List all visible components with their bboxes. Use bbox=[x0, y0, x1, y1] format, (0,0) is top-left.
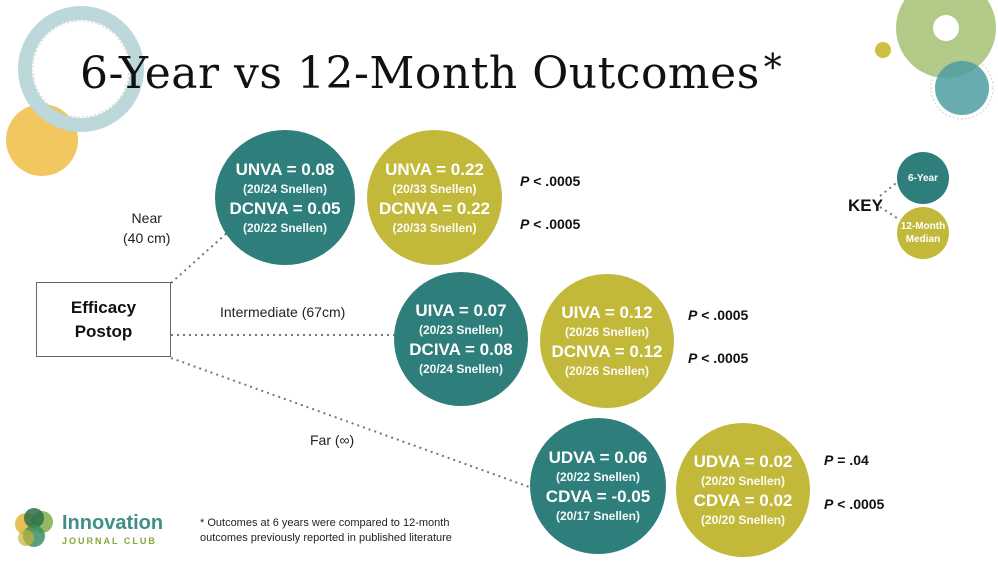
key-12month-text1: 12-Month bbox=[900, 221, 946, 232]
far-12m-snellen2: (20/20 Snellen) bbox=[700, 513, 786, 527]
deco-blue-ring bbox=[18, 6, 144, 132]
deco-teal-circle bbox=[935, 61, 989, 115]
int-6y-metric1: UIVA = 0.07 bbox=[415, 301, 507, 320]
far-6y-snellen2: (20/17 Snellen) bbox=[555, 509, 641, 523]
near-6y-metric1: UNVA = 0.08 bbox=[235, 159, 335, 179]
far-12m-metric2: CDVA = 0.02 bbox=[693, 491, 793, 510]
int-12m-metric1: UIVA = 0.12 bbox=[561, 303, 653, 322]
near-6y-snellen1: (20/24 Snellen) bbox=[242, 181, 328, 196]
p-rest: < .0005 bbox=[697, 307, 749, 323]
p-symbol: P bbox=[520, 173, 530, 189]
leaf-cluster-icon bbox=[15, 508, 53, 547]
root-line2: Postop bbox=[74, 321, 133, 341]
far-12m-snellen1: (20/20 Snellen) bbox=[700, 474, 786, 488]
innovation-journal-club-logo: Innovation JOURNAL CLUB bbox=[12, 506, 163, 552]
logo-subtitle: JOURNAL CLUB bbox=[62, 535, 157, 546]
int-6y-snellen2: (20/24 Snellen) bbox=[418, 362, 504, 376]
near-12month-circle: UNVA = 0.22 (20/33 Snellen) DCNVA = 0.22… bbox=[367, 130, 502, 265]
near-label-line2: (40 cm) bbox=[123, 230, 171, 246]
far-12month-circle: UDVA = 0.02 (20/20 Snellen) CDVA = 0.02 … bbox=[676, 423, 810, 557]
near-label-line1: Near bbox=[131, 210, 162, 226]
far-pvalue-1: P = .04 bbox=[824, 452, 869, 468]
far-label: Far (∞) bbox=[310, 432, 355, 448]
deco-dashed-ring bbox=[32, 20, 130, 118]
root-line1: Efficacy bbox=[70, 297, 137, 317]
p-rest: = .04 bbox=[833, 452, 869, 468]
title-asterisk: * bbox=[763, 48, 783, 89]
far-6y-metric1: UDVA = 0.06 bbox=[548, 448, 648, 467]
p-symbol: P bbox=[688, 307, 698, 323]
deco-white-dot bbox=[933, 15, 959, 41]
footnote-line1: * Outcomes at 6 years were compared to 1… bbox=[200, 517, 450, 529]
page-title: 6-Year vs 12-Month Outcomes * bbox=[80, 48, 782, 99]
int-12m-snellen2: (20/26 Snellen) bbox=[564, 364, 650, 378]
far-6year-circle: UDVA = 0.06 (20/22 Snellen) CDVA = -0.05… bbox=[530, 418, 666, 554]
near-12m-snellen2: (20/33 Snellen) bbox=[392, 220, 477, 235]
far-12m-metric1: UDVA = 0.02 bbox=[693, 452, 793, 471]
p-symbol: P bbox=[688, 350, 698, 366]
near-12m-metric2: DCNVA = 0.22 bbox=[378, 198, 490, 218]
key-6year-circle: 6-Year bbox=[897, 152, 949, 204]
branch-label-near: Near (40 cm) bbox=[123, 208, 170, 248]
footnote-line2: outcomes previously reported in publishe… bbox=[200, 532, 452, 544]
footnote: * Outcomes at 6 years were compared to 1… bbox=[200, 516, 500, 546]
p-rest: < .0005 bbox=[833, 496, 885, 512]
near-pvalue-2: P < .0005 bbox=[520, 216, 580, 232]
far-6y-snellen1: (20/22 Snellen) bbox=[555, 470, 641, 484]
far-pvalue-2: P < .0005 bbox=[824, 496, 884, 512]
near-6y-snellen2: (20/22 Snellen) bbox=[242, 220, 328, 235]
int-6y-snellen1: (20/23 Snellen) bbox=[418, 323, 504, 337]
intermediate-6year-circle: UIVA = 0.07 (20/23 Snellen) DCIVA = 0.08… bbox=[394, 272, 528, 406]
p-symbol: P bbox=[824, 452, 834, 468]
branch-label-intermediate: Intermediate (67cm) bbox=[220, 302, 345, 322]
deco-yellow-dot bbox=[875, 42, 891, 58]
deco-teal-ring bbox=[930, 56, 994, 120]
near-12m-metric1: UNVA = 0.22 bbox=[385, 159, 484, 179]
int-12m-snellen1: (20/26 Snellen) bbox=[564, 325, 650, 339]
key-6year-text: 6-Year bbox=[907, 172, 939, 184]
far-6y-metric2: CDVA = -0.05 bbox=[545, 487, 651, 506]
near-6year-circle: UNVA = 0.08 (20/24 Snellen) DCNVA = 0.05… bbox=[215, 130, 355, 265]
intermediate-pvalue-1: P < .0005 bbox=[688, 307, 748, 323]
p-symbol: P bbox=[824, 496, 834, 512]
key-label: KEY bbox=[848, 196, 883, 215]
p-rest: < .0005 bbox=[529, 173, 581, 189]
key-12month-text2: Median bbox=[905, 234, 941, 245]
near-pvalue-1: P < .0005 bbox=[520, 173, 580, 189]
p-rest: < .0005 bbox=[697, 350, 749, 366]
p-symbol: P bbox=[520, 216, 530, 232]
intermediate-12month-circle: UIVA = 0.12 (20/26 Snellen) DCNVA = 0.12… bbox=[540, 274, 674, 408]
int-12m-metric2: DCNVA = 0.12 bbox=[551, 342, 663, 361]
p-rest: < .0005 bbox=[529, 216, 581, 232]
near-12m-snellen1: (20/33 Snellen) bbox=[392, 181, 477, 196]
branch-label-far: Far (∞) bbox=[310, 430, 354, 450]
logo-name: Innovation bbox=[62, 511, 164, 534]
intermediate-label: Intermediate (67cm) bbox=[220, 304, 346, 320]
title-text: 6-Year vs 12-Month Outcomes bbox=[80, 48, 760, 99]
efficacy-postop-node: Efficacy Postop bbox=[36, 282, 171, 357]
intermediate-pvalue-2: P < .0005 bbox=[688, 350, 748, 366]
int-6y-metric2: DCIVA = 0.08 bbox=[409, 340, 513, 359]
key-12month-circle: 12-Month Median bbox=[897, 207, 949, 259]
near-6y-metric2: DCNVA = 0.05 bbox=[229, 198, 341, 218]
